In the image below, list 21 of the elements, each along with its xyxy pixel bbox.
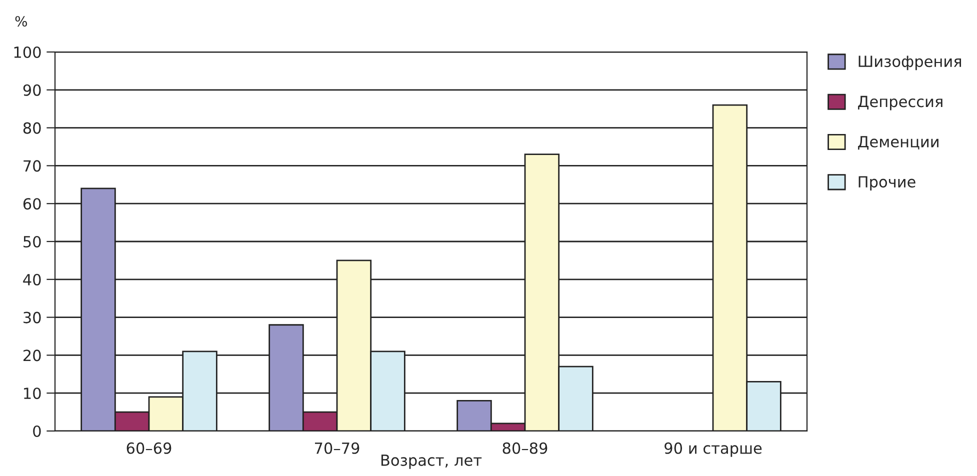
y-tick-label: 90 [23, 84, 41, 96]
y-tick-label: 80 [23, 122, 41, 134]
x-axis-title: Возраст, лет [381, 454, 482, 469]
y-tick-label: 20 [23, 350, 41, 362]
y-tick-label: 30 [24, 312, 41, 324]
x-tick-label: 90 и старше [664, 442, 762, 457]
y-tick-label: 70 [24, 160, 41, 172]
legend-label: Прочие [858, 176, 916, 191]
x-tick-label: 80–89 [502, 442, 548, 454]
x-tick-label: 70–79 [314, 442, 360, 454]
legend-label: Шизофрения [858, 56, 962, 70]
legend-label: Деменции [858, 136, 938, 150]
y-tick-label: 100 [14, 46, 41, 58]
y-tick-label: 40 [23, 274, 41, 286]
x-tick-label: 60–69 [126, 442, 172, 454]
y-tick-label: 50 [24, 236, 41, 248]
y-tick-label: 10 [24, 388, 41, 400]
legend-label: Депрессия [858, 96, 942, 110]
y-axis-title: % [15, 16, 27, 27]
y-tick-label: 60 [23, 198, 41, 210]
y-tick-label: 0 [33, 425, 41, 438]
